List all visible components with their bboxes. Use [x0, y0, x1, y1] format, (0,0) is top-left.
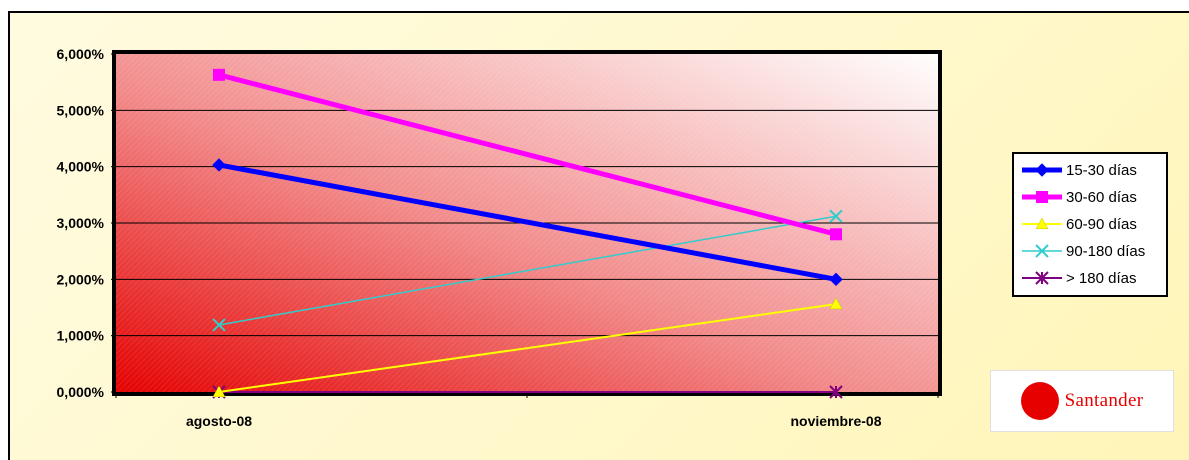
series-line: [218, 72, 837, 237]
y-tick-label: 6,000%: [57, 46, 105, 62]
data-point: [1036, 191, 1048, 203]
x-axis: agosto-08 noviembre-08: [115, 392, 939, 429]
legend-label: 30-60 días: [1066, 189, 1137, 206]
data-point: [830, 228, 842, 241]
data-point: [1035, 271, 1049, 285]
legend-label: 60-90 días: [1066, 216, 1137, 233]
flame-icon: [995, 374, 1059, 420]
data-point: [212, 385, 226, 398]
legend: 15-30 días 30-60 días 60-90 días 90-180 día…: [1012, 152, 1168, 297]
y-tick-label: 3,000%: [57, 215, 105, 231]
data-point: [212, 158, 226, 172]
santander-logo: Santander: [990, 370, 1174, 432]
y-tick-label: 1,000%: [57, 328, 105, 344]
y-tick-label: 4,000%: [57, 159, 105, 175]
legend-label: > 180 días: [1066, 270, 1136, 287]
series-group: [212, 68, 843, 399]
series-line: [218, 215, 837, 326]
data-point: [829, 297, 843, 310]
logo-text: Santander: [1064, 390, 1144, 411]
data-point: [829, 385, 843, 399]
legend-label: 90-180 días: [1066, 243, 1145, 260]
y-tick-label: 5,000%: [57, 102, 105, 118]
data-point: [1035, 163, 1049, 177]
x-tick-label: agosto-08: [186, 413, 252, 429]
data-point: [829, 209, 843, 223]
series-line: [218, 303, 837, 393]
legend-label: 15-30 días: [1066, 162, 1137, 179]
data-point: [213, 68, 225, 81]
y-tick-label: 0,000%: [57, 384, 105, 400]
y-tick-label: 2,000%: [57, 271, 105, 287]
y-axis: 0,000% 1,000% 2,000% 3,000% 4,000% 5,000% 6,00…: [57, 46, 116, 400]
data-point: [1035, 217, 1049, 230]
data-point: [212, 318, 226, 332]
series-line: [218, 162, 837, 282]
data-point: [1035, 244, 1049, 258]
x-tick-label: noviembre-08: [790, 413, 881, 429]
data-point: [829, 272, 843, 287]
